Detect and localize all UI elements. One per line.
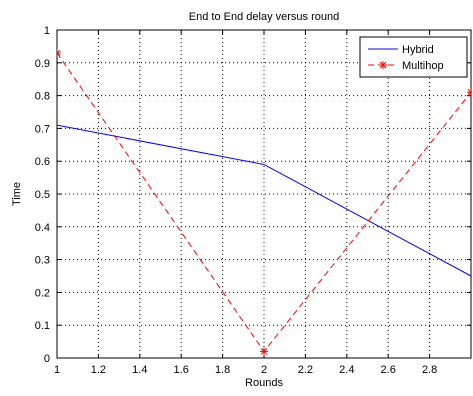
legend-label-hybrid: Hybrid	[402, 44, 434, 56]
data-point-multihop	[57, 48, 61, 57]
legend-box	[359, 36, 468, 78]
y-tick-label: 1	[44, 25, 50, 37]
marker-stroke	[467, 91, 471, 96]
legend-label-multihop: Multihop	[402, 60, 444, 72]
series-line-hybrid	[57, 124, 471, 277]
legend-marker-multihop	[379, 61, 387, 69]
x-axis-label: Rounds	[245, 377, 283, 389]
y-tick-label: 0.9	[35, 58, 50, 70]
y-tick-label: 0.7	[35, 123, 50, 135]
y-tick-label: 0.1	[35, 320, 50, 332]
y-tick-label: 0.3	[35, 255, 50, 267]
x-tick-label: 2.4	[339, 364, 354, 376]
data-point-multihop	[260, 347, 268, 356]
x-tick-label: 1.8	[215, 364, 230, 376]
x-tick-label: 2	[261, 364, 267, 376]
x-tick-label: 1	[54, 364, 60, 376]
marker-stroke	[260, 348, 268, 355]
y-tick-label: 0.2	[35, 287, 50, 299]
y-tick-label: 0.6	[35, 156, 50, 168]
series-multihop	[57, 48, 471, 356]
marker-stroke	[379, 61, 387, 69]
x-tick-label: 2.8	[422, 364, 437, 376]
series-layer	[57, 48, 471, 356]
marker-stroke	[57, 52, 61, 57]
legend: Hybrid Multihop	[359, 36, 468, 78]
series-hybrid	[57, 124, 471, 277]
marker-stroke	[57, 49, 61, 54]
chart-title: End to End delay versus round	[189, 11, 339, 23]
y-tick-label: 0	[44, 353, 50, 365]
x-tick-label: 1.2	[91, 364, 106, 376]
x-tick-label: 1.4	[132, 364, 147, 376]
data-point-multihop	[467, 88, 471, 97]
axes	[56, 29, 472, 359]
y-tick-label: 0.4	[35, 222, 50, 234]
tick-labels: 1 1.2 1.4 1.6 1.8 2 2.2 2.4 2.6 2.8 0 0.1 0.2 0.3 0.4 0…	[35, 25, 438, 376]
x-tick-label: 2.2	[298, 364, 313, 376]
x-tick-label: 1.6	[174, 364, 189, 376]
y-tick-label: 0.8	[35, 91, 50, 103]
marker-stroke	[467, 88, 471, 94]
x-tick-label: 2.6	[381, 364, 396, 376]
y-tick-label: 0.5	[35, 189, 50, 201]
grid	[57, 30, 471, 358]
y-axis-label: Time	[11, 182, 23, 206]
